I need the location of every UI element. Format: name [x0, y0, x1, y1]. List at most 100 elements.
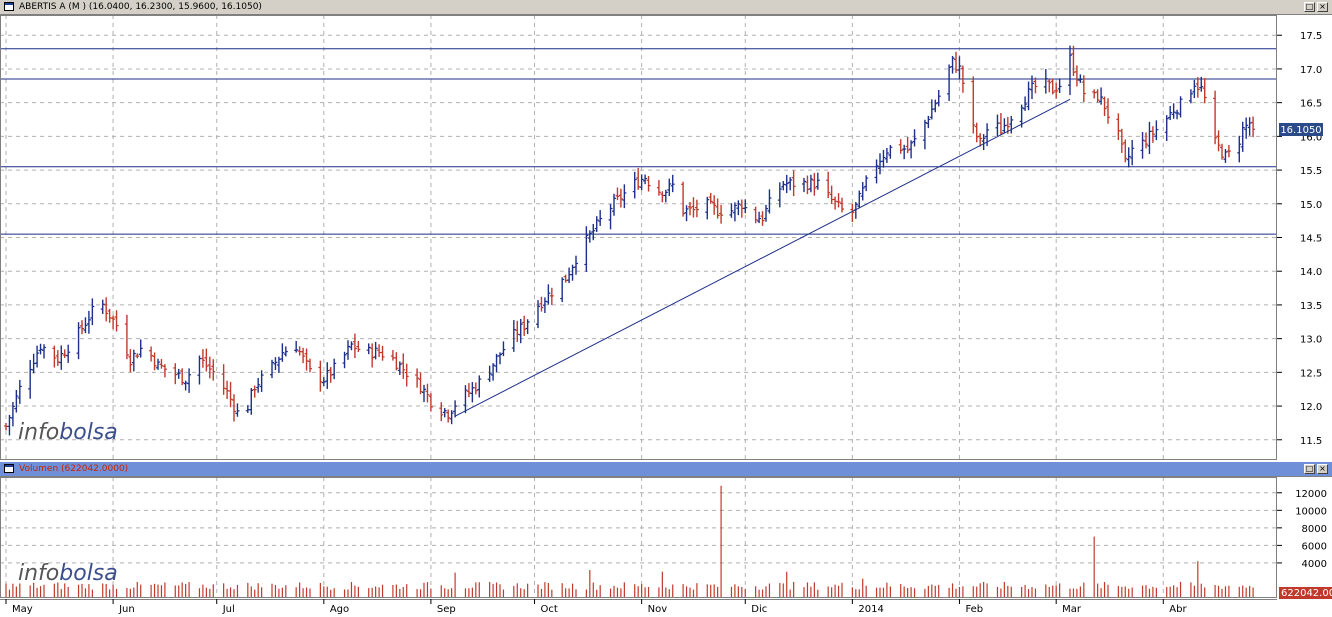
price-bar — [753, 206, 758, 224]
price-bar — [342, 351, 347, 369]
price-bar — [1123, 139, 1128, 163]
x-tick-label: May — [12, 604, 33, 615]
price-bar — [42, 344, 46, 359]
price-bar — [805, 175, 810, 195]
price-bar — [1140, 132, 1145, 159]
price-bar — [1220, 143, 1224, 160]
price-bar — [159, 359, 164, 369]
price-bar — [349, 341, 354, 351]
price-bar — [7, 414, 12, 436]
price-bar — [221, 364, 226, 395]
price-y-tick-label: 13.5 — [1300, 301, 1322, 312]
close-icon[interactable]: × — [1317, 464, 1328, 474]
price-bar — [401, 353, 406, 379]
price-bar — [501, 341, 506, 357]
price-bar — [646, 176, 651, 192]
price-bar — [912, 129, 917, 147]
price-bar — [888, 145, 893, 159]
price-y-tick-label: 15.0 — [1300, 200, 1322, 211]
price-bar — [812, 173, 817, 196]
price-bar — [1106, 98, 1110, 124]
price-bar — [173, 363, 178, 385]
price-bar — [1054, 82, 1059, 99]
price-bar — [83, 317, 88, 334]
price-bar — [390, 350, 395, 361]
price-bar — [788, 177, 793, 191]
price-bar — [207, 356, 212, 379]
price-bar — [974, 122, 979, 143]
volume-y-tick-label: 10000 — [1295, 506, 1327, 517]
price-y-tick-label: 17.0 — [1300, 65, 1322, 76]
price-bar — [736, 200, 741, 216]
price-bar — [100, 299, 105, 314]
price-bar — [978, 133, 983, 147]
price-bar — [815, 172, 820, 190]
volume-y-tick-label: 12000 — [1295, 489, 1327, 500]
price-bar — [1119, 128, 1124, 153]
close-icon[interactable]: × — [1317, 2, 1328, 12]
price-bar — [922, 119, 927, 150]
price-bar — [998, 113, 1003, 136]
volume-y-tick-label: 8000 — [1302, 524, 1327, 535]
price-bar — [836, 193, 841, 208]
x-axis: May Jun Jul Ago Sep Oct Nov Dic 2014 Feb Mar Abr — [0, 599, 1277, 615]
price-bar — [1102, 96, 1107, 117]
window-icon — [4, 2, 14, 11]
price-bar — [615, 187, 620, 201]
price-bar — [473, 382, 478, 395]
price-bar — [114, 310, 119, 332]
price-bar — [864, 175, 869, 192]
price-bar — [14, 390, 19, 413]
price-bar — [1130, 139, 1135, 166]
price-bar — [59, 345, 64, 370]
price-bar — [767, 189, 772, 214]
price-bar — [107, 308, 112, 323]
price-last-label: 16.1050 — [1279, 123, 1323, 136]
price-bar — [632, 171, 637, 199]
price-bar — [947, 64, 952, 101]
price-bar — [643, 174, 648, 185]
price-bar — [394, 352, 399, 371]
price-bar — [622, 184, 627, 209]
price-bar — [301, 347, 306, 364]
price-y-tick-label: 15.5 — [1300, 166, 1322, 177]
price-bar — [370, 343, 375, 368]
price-bar — [28, 359, 33, 399]
price-bar — [80, 320, 84, 335]
trendline — [454, 98, 1071, 417]
price-bar — [1126, 147, 1131, 168]
price-bar — [739, 199, 744, 218]
price-bar — [131, 349, 136, 372]
price-y-tick-label: 16.0 — [1300, 132, 1322, 143]
price-bar — [1099, 87, 1104, 105]
price-y-tick-label: 12.5 — [1300, 368, 1322, 379]
price-bar — [425, 383, 430, 403]
price-bar — [511, 320, 516, 352]
price-bar — [829, 185, 834, 204]
x-tick-label: Oct — [541, 604, 558, 615]
price-bar — [463, 385, 468, 414]
price-bar — [297, 346, 302, 356]
price-bar — [149, 346, 154, 362]
price-bar — [498, 352, 502, 365]
price-bar — [1026, 81, 1031, 111]
price-bar — [802, 177, 806, 193]
price-bar — [1144, 132, 1148, 149]
price-y-axis: 11.5 12.0 12.5 13.0 13.5 14.0 14.5 15.0 15.5 16.0… — [1277, 31, 1322, 447]
price-panel-titlebar: ABERTIS A (M ) (16.0400, 16.2300, 15.960… — [0, 0, 1332, 15]
price-bar — [1033, 77, 1038, 94]
price-bar — [539, 296, 544, 312]
price-bar — [76, 322, 81, 360]
last-price-box — [1279, 123, 1323, 136]
price-bar — [719, 205, 724, 224]
price-bar — [477, 375, 482, 398]
price-bar — [346, 340, 350, 360]
price-bar — [466, 383, 471, 398]
price-bar — [570, 264, 575, 281]
price-bar — [850, 203, 855, 223]
price-bar — [712, 195, 717, 215]
price-bar — [1081, 75, 1086, 103]
restore-icon[interactable]: □ — [1304, 2, 1315, 12]
restore-icon[interactable]: □ — [1304, 464, 1315, 474]
price-y-tick-label: 11.5 — [1300, 436, 1322, 447]
